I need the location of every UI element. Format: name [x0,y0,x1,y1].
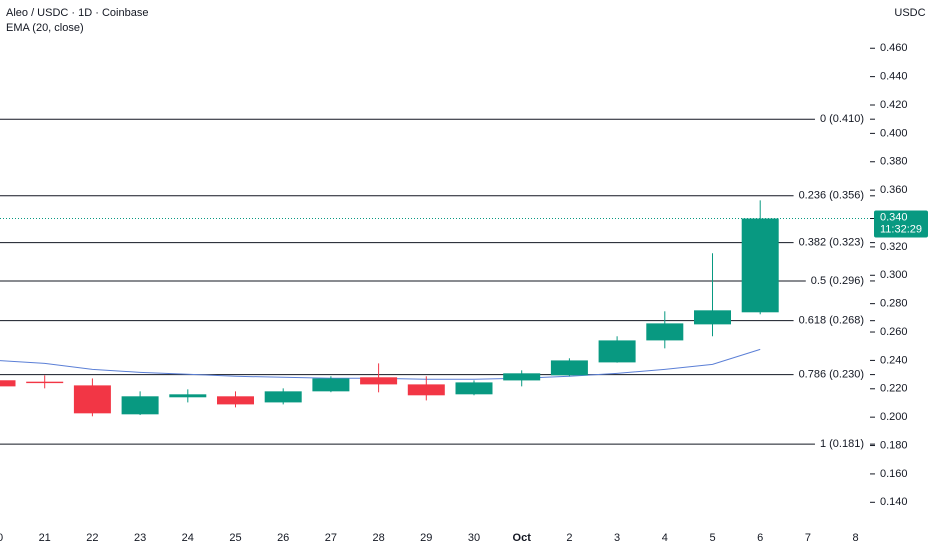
x-tick-label: 2 [566,532,572,544]
y-tick-label: 0.320 [880,241,908,253]
x-tick-label: 30 [468,532,480,544]
x-tick-label: 4 [662,532,668,544]
fib-level-label: 0.236 (0.356) [799,190,864,202]
x-tick-label: 28 [372,532,384,544]
candle-body [741,218,779,313]
x-tick-label: 27 [325,532,337,544]
y-tick-label: 0.360 [880,184,908,196]
fib-level-label: 0.382 (0.323) [799,237,864,249]
x-tick-label: 29 [420,532,432,544]
fib-level-label: 0.618 (0.268) [799,315,864,327]
x-tick-label: 5 [709,532,715,544]
candle-body [264,391,302,403]
y-tick-label: 0.260 [880,326,908,338]
candle-body [312,378,350,392]
y-tick-label: 0.460 [880,42,908,54]
candle-body [503,373,541,381]
x-tick-label: 3 [614,532,620,544]
currency-label: USDC [894,7,925,19]
y-tick-label: 0.220 [880,383,908,395]
candle-body [694,310,731,325]
y-tick-label: 0.440 [880,71,908,83]
chart-title: Aleo / USDC · 1D · Coinbase [6,7,148,19]
x-tick-label: 26 [277,532,289,544]
y-tick-label: 0.300 [880,269,908,281]
y-tick-label: 0.400 [880,127,908,139]
candle-body [121,396,159,415]
y-tick-label: 0.280 [880,298,908,310]
y-tick-label: 0.140 [880,496,908,508]
x-tick-label: 6 [757,532,763,544]
x-tick-label: 22 [86,532,98,544]
y-tick-label: 0.160 [880,468,908,480]
candle-body [217,396,254,405]
candle-body [455,382,493,395]
x-tick-label: 7 [805,532,811,544]
x-tick-label: Oct [513,532,532,544]
candle-body [360,377,398,385]
x-tick-label: 21 [39,532,51,544]
price-tag [874,210,928,238]
candle-body [407,384,445,396]
candle-body [0,380,16,387]
candle-body [550,360,588,376]
fib-level-label: 1 (0.181) [820,438,864,450]
price-tag-countdown: 11:32:29 [880,223,922,235]
x-tick-label: 20 [0,532,3,544]
y-tick-label: 0.420 [880,99,908,111]
price-tag-value: 0.340 [880,211,908,223]
candle-body [598,340,636,363]
x-tick-label: 23 [134,532,146,544]
y-tick-label: 0.200 [880,411,908,423]
y-tick-label: 0.240 [880,354,908,366]
y-tick-label: 0.180 [880,439,908,451]
y-tick-label: 0.380 [880,156,908,168]
fib-level-label: 0.786 (0.230) [799,369,864,381]
fib-level-label: 0.5 (0.296) [811,275,864,287]
candle-body [73,385,111,414]
candle-body [169,394,207,398]
candle-body [26,381,64,384]
x-tick-label: 8 [853,532,859,544]
candle-body [646,323,684,341]
indicator-label: EMA (20, close) [6,22,84,34]
fib-level-label: 0 (0.410) [820,113,864,125]
x-tick-label: 25 [229,532,241,544]
x-tick-label: 24 [182,532,194,544]
